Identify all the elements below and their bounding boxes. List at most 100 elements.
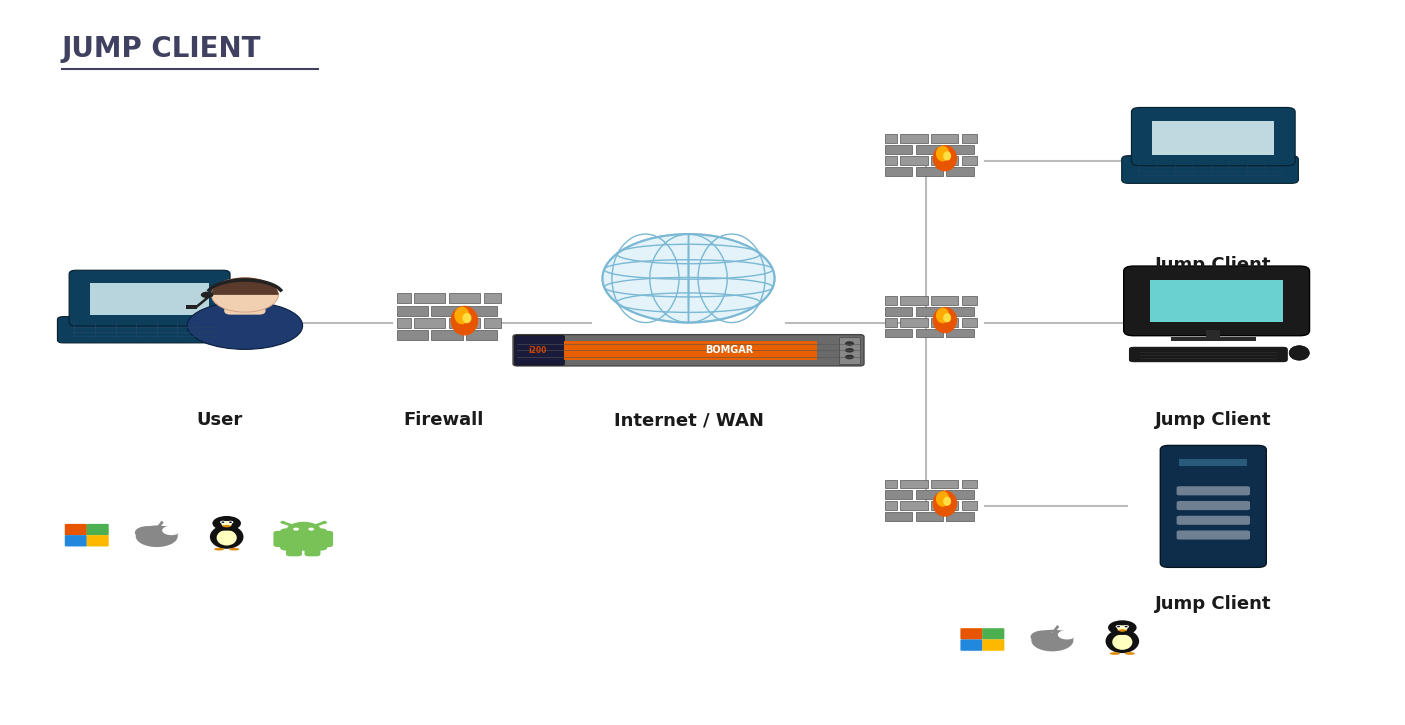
Circle shape: [1123, 625, 1130, 628]
Bar: [947, 328, 974, 338]
Circle shape: [212, 516, 242, 531]
Bar: [396, 330, 429, 340]
Bar: [901, 134, 927, 143]
Ellipse shape: [943, 497, 951, 506]
Circle shape: [1116, 625, 1121, 628]
Circle shape: [294, 528, 299, 531]
Ellipse shape: [933, 490, 957, 517]
Ellipse shape: [1125, 652, 1135, 655]
Ellipse shape: [1110, 652, 1120, 655]
Bar: [947, 145, 974, 154]
Circle shape: [135, 526, 160, 539]
Bar: [916, 328, 943, 338]
FancyBboxPatch shape: [225, 296, 266, 315]
Circle shape: [308, 528, 315, 531]
Circle shape: [1117, 626, 1120, 627]
Bar: [885, 296, 896, 304]
Bar: [483, 318, 500, 328]
Circle shape: [229, 521, 232, 523]
FancyBboxPatch shape: [87, 535, 108, 547]
FancyBboxPatch shape: [280, 529, 327, 550]
Text: User: User: [197, 411, 243, 429]
Bar: [563, 341, 818, 360]
Wedge shape: [211, 278, 278, 295]
Ellipse shape: [1106, 629, 1139, 653]
FancyBboxPatch shape: [1131, 107, 1295, 166]
Text: Jump Client: Jump Client: [1155, 594, 1272, 613]
Ellipse shape: [933, 307, 957, 334]
Bar: [448, 294, 481, 304]
Ellipse shape: [933, 145, 957, 171]
FancyBboxPatch shape: [1176, 486, 1250, 495]
Ellipse shape: [454, 307, 469, 324]
FancyBboxPatch shape: [1130, 347, 1287, 362]
Circle shape: [228, 521, 233, 523]
Text: BOMGAR: BOMGAR: [705, 345, 753, 355]
FancyBboxPatch shape: [1124, 266, 1309, 336]
Bar: [885, 513, 912, 521]
Bar: [466, 306, 497, 315]
Circle shape: [222, 521, 225, 523]
Ellipse shape: [222, 521, 232, 527]
Ellipse shape: [1117, 625, 1128, 631]
Ellipse shape: [214, 548, 225, 550]
FancyBboxPatch shape: [1176, 515, 1250, 525]
FancyBboxPatch shape: [287, 544, 302, 556]
FancyBboxPatch shape: [1161, 445, 1266, 568]
Bar: [962, 318, 978, 327]
FancyBboxPatch shape: [982, 639, 1005, 651]
Circle shape: [136, 526, 177, 547]
Ellipse shape: [462, 313, 472, 323]
FancyBboxPatch shape: [87, 524, 108, 535]
Ellipse shape: [1113, 634, 1132, 650]
Text: Jump Client: Jump Client: [1155, 257, 1272, 274]
Bar: [901, 502, 927, 510]
Bar: [901, 156, 927, 165]
Circle shape: [281, 521, 285, 523]
Bar: [1179, 459, 1248, 465]
Bar: [466, 330, 497, 340]
Bar: [947, 491, 974, 500]
Bar: [885, 134, 896, 143]
Bar: [962, 502, 978, 510]
Bar: [133, 528, 180, 533]
Ellipse shape: [936, 307, 950, 323]
Bar: [839, 337, 860, 364]
FancyBboxPatch shape: [514, 336, 565, 365]
Bar: [885, 307, 912, 315]
Wedge shape: [287, 522, 322, 531]
Bar: [916, 167, 943, 175]
Circle shape: [1031, 630, 1073, 651]
Bar: [396, 294, 410, 304]
Circle shape: [844, 341, 854, 346]
Bar: [885, 502, 896, 510]
FancyBboxPatch shape: [65, 524, 87, 535]
Bar: [448, 318, 481, 328]
FancyBboxPatch shape: [58, 317, 232, 343]
FancyBboxPatch shape: [274, 531, 289, 547]
FancyBboxPatch shape: [513, 335, 864, 366]
Circle shape: [1058, 630, 1076, 639]
Ellipse shape: [943, 152, 951, 160]
Circle shape: [844, 355, 854, 360]
Bar: [932, 296, 958, 304]
Bar: [916, 145, 943, 154]
Bar: [414, 318, 445, 328]
Ellipse shape: [936, 146, 950, 162]
Bar: [1207, 330, 1221, 339]
Bar: [901, 480, 927, 489]
Ellipse shape: [229, 548, 239, 550]
Circle shape: [1030, 631, 1055, 643]
Bar: [932, 134, 958, 143]
FancyBboxPatch shape: [1121, 156, 1298, 183]
Text: Jump Client: Jump Client: [1155, 411, 1272, 429]
Bar: [932, 156, 958, 165]
Bar: [1170, 337, 1256, 341]
Ellipse shape: [943, 313, 951, 323]
Circle shape: [211, 278, 278, 312]
Text: JUMP CLIENT: JUMP CLIENT: [62, 35, 261, 63]
Circle shape: [603, 234, 774, 323]
Bar: [396, 318, 410, 328]
Bar: [396, 306, 429, 315]
Bar: [885, 156, 896, 165]
